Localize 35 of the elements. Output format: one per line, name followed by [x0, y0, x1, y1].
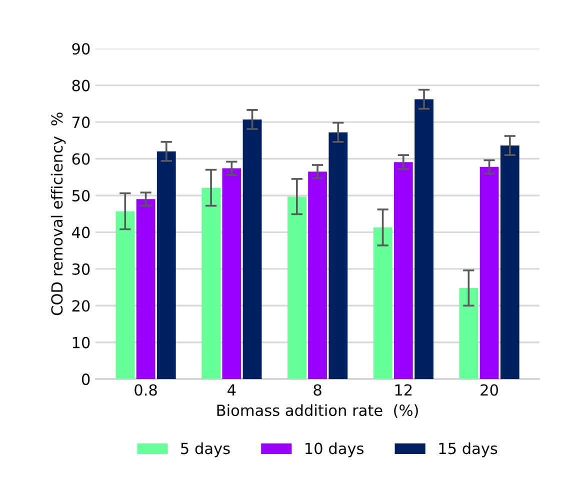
bar [287, 196, 306, 380]
y-tick-label: 90 [72, 43, 90, 55]
y-tick-label: 10 [72, 336, 90, 348]
bar [242, 119, 262, 380]
x-tick-label: 4 [228, 384, 236, 396]
bar [459, 288, 478, 380]
legend-label: 15 days [439, 442, 498, 458]
bar [328, 132, 348, 380]
bar [373, 227, 392, 380]
bar [136, 199, 156, 380]
x-tick-label: 12 [395, 384, 412, 396]
bar [308, 172, 327, 380]
bar [414, 99, 434, 380]
x-axis-title: Biomass addition rate (%) [217, 404, 418, 418]
bar [222, 168, 242, 380]
y-tick-label: 20 [72, 300, 90, 312]
y-tick-label: 70 [72, 116, 90, 128]
y-axis-title: COD removal efficiency % [50, 112, 66, 316]
x-tick-label: 20 [480, 384, 498, 396]
x-tick-label: 8 [314, 384, 322, 396]
y-tick-label: 50 [72, 190, 90, 202]
y-tick-label: 30 [72, 263, 90, 275]
bar [394, 162, 413, 380]
y-tick-label: 80 [72, 80, 90, 92]
legend-label: 5 days [181, 442, 230, 458]
x-tick-label: 0.8 [134, 384, 157, 396]
y-tick-label: 40 [72, 226, 90, 238]
bar [480, 166, 499, 380]
bar [500, 146, 520, 380]
bar [156, 151, 176, 380]
bar [116, 211, 135, 380]
y-tick-label: 0 [82, 374, 90, 386]
y-tick-label: 60 [72, 153, 90, 165]
bar [202, 188, 220, 380]
legend-label: 10 days [306, 442, 364, 458]
